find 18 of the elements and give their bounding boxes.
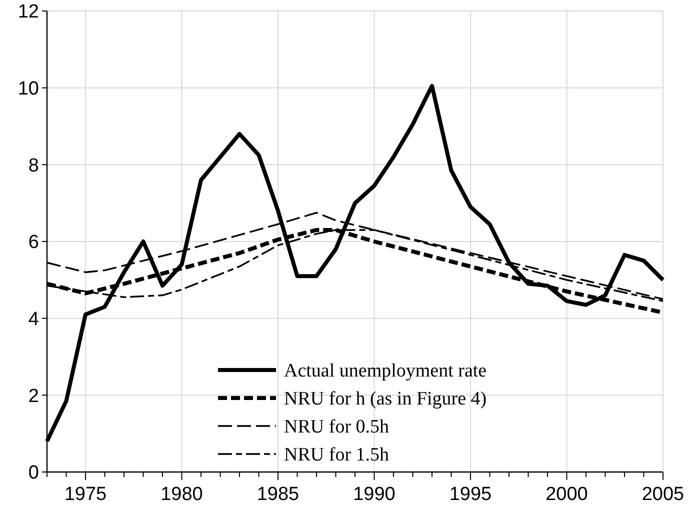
legend-label: NRU for h (as in Figure 4) <box>284 388 487 410</box>
y-tick-label: 8 <box>28 155 39 176</box>
x-tick-label: 2000 <box>546 484 588 505</box>
legend-label: NRU for 1.5h <box>284 444 390 466</box>
x-tick-label: 1975 <box>64 484 107 505</box>
x-tick-label: 1995 <box>449 484 492 505</box>
y-tick-label: 6 <box>28 232 39 254</box>
y-tick-label: 4 <box>28 308 40 330</box>
y-tick-label: 10 <box>18 78 39 100</box>
x-tick-label: 1985 <box>256 484 300 505</box>
y-tick-label: 0 <box>28 462 39 484</box>
x-tick-label: 2005 <box>642 484 684 505</box>
y-tick-label: 12 <box>18 2 39 23</box>
x-tick-label: 1980 <box>160 484 203 505</box>
y-tick-label: 2 <box>28 386 39 407</box>
legend-label: Actual unemployment rate <box>284 360 487 382</box>
x-tick-label: 1990 <box>353 484 396 505</box>
legend-label: NRU for 0.5h <box>284 416 390 438</box>
